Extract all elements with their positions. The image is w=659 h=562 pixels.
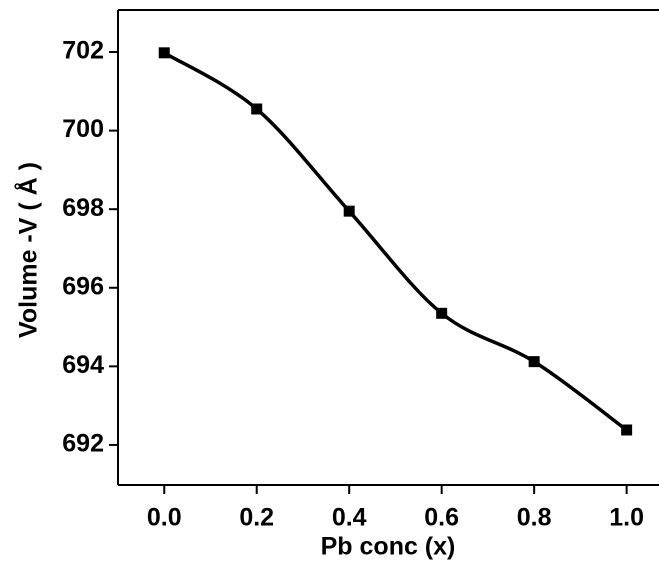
y-tick-label: 692: [62, 430, 104, 458]
y-tick-label: 696: [62, 272, 104, 300]
marker: [528, 356, 540, 368]
x-tick-label: 1.0: [609, 504, 644, 532]
y-tick-label: 700: [62, 115, 104, 143]
y-tick-label: 702: [62, 37, 104, 65]
marker: [158, 47, 170, 59]
x-tick-label: 0.0: [147, 504, 182, 532]
y-axis-label: Volume -V ( Å ): [14, 162, 43, 338]
x-axis-label: Pb conc (x): [321, 533, 456, 561]
x-tick-label: 0.2: [239, 504, 274, 532]
marker: [251, 103, 263, 115]
line: [163, 51, 628, 432]
x-tick-label: 0.4: [332, 504, 367, 532]
marker: [436, 307, 448, 319]
x-tick-label: 0.8: [517, 504, 552, 532]
y-tick-label: 698: [62, 194, 104, 222]
y-tick-label: 694: [62, 351, 104, 379]
marker: [343, 205, 355, 217]
x-tick-label: 0.6: [424, 504, 459, 532]
marker: [621, 424, 633, 436]
